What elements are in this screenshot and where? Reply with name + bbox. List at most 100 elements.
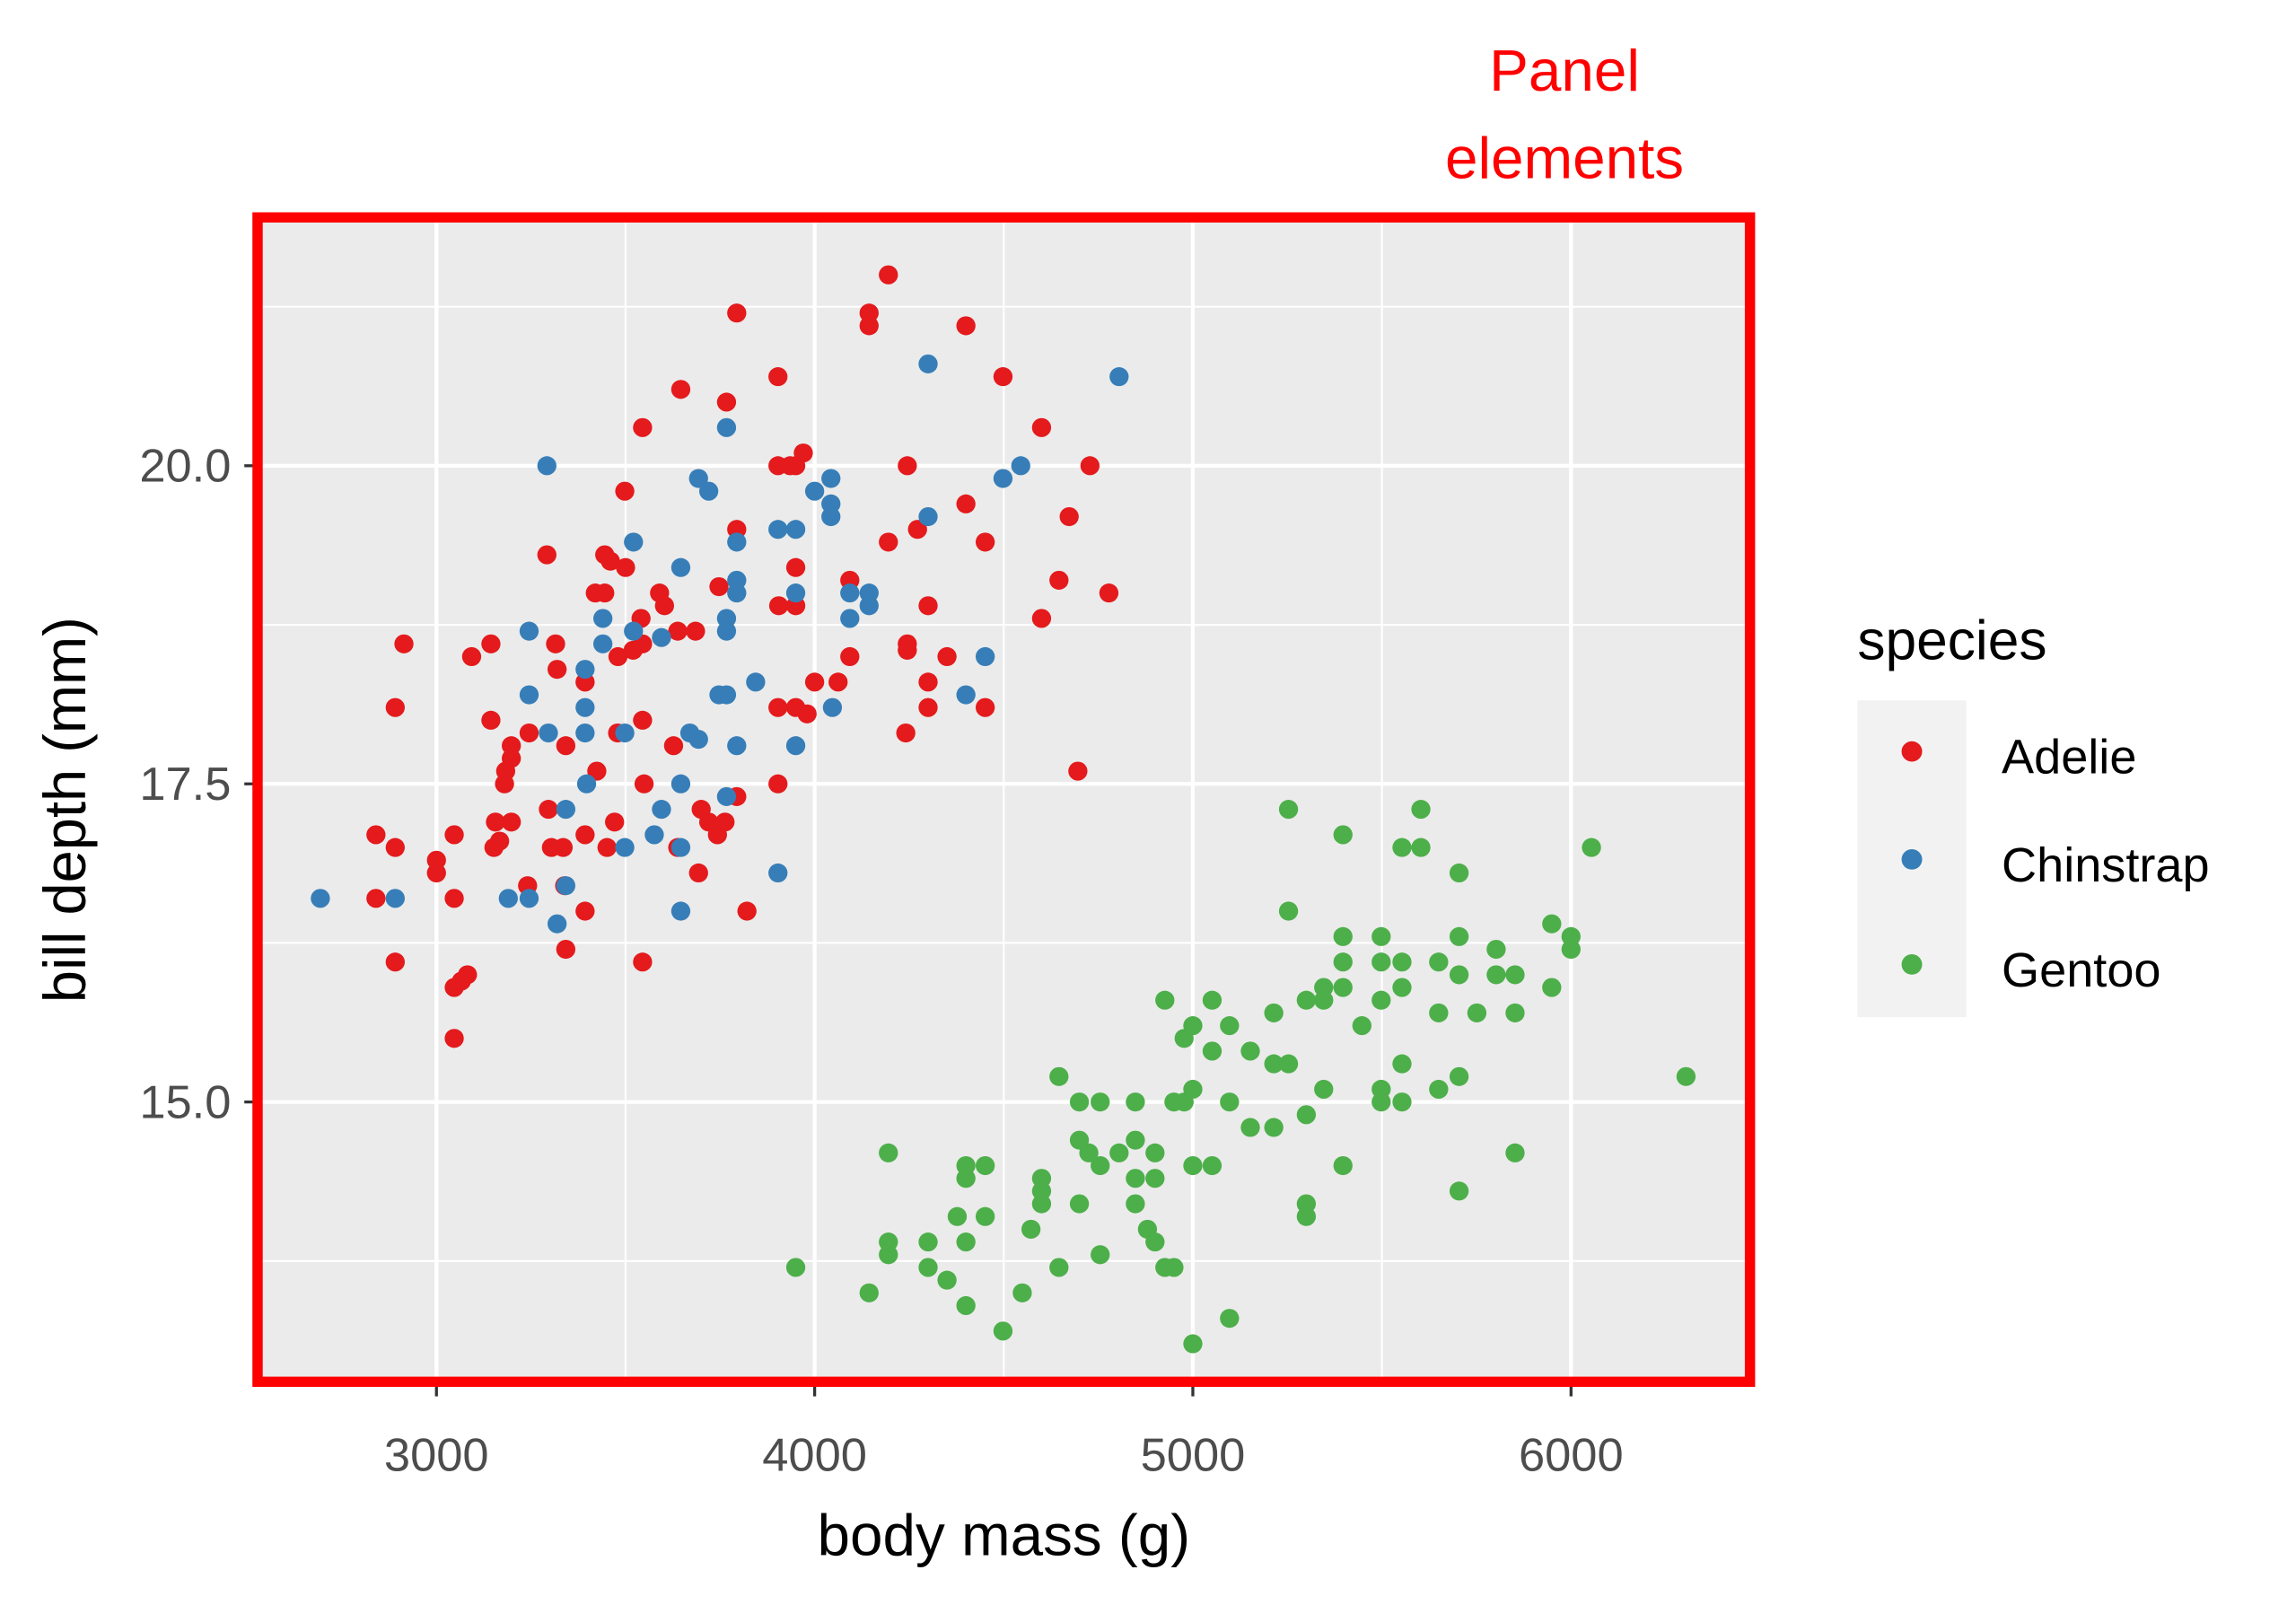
point-adelie xyxy=(553,838,574,857)
point-gentoo xyxy=(1333,1155,1353,1176)
point-gentoo xyxy=(918,1232,938,1252)
point-adelie xyxy=(879,265,898,285)
point-adelie xyxy=(394,634,414,653)
point-chinstrap xyxy=(956,685,976,705)
y-tick-label: 20.0 xyxy=(139,441,231,493)
point-gentoo xyxy=(1582,838,1601,857)
point-adelie xyxy=(575,825,595,845)
point-gentoo xyxy=(1505,1143,1525,1162)
point-gentoo xyxy=(1676,1066,1696,1086)
point-gentoo xyxy=(947,1206,968,1226)
point-gentoo xyxy=(1091,1245,1110,1265)
point-adelie xyxy=(458,965,478,985)
point-gentoo xyxy=(1155,990,1175,1010)
point-adelie xyxy=(556,736,576,756)
point-adelie xyxy=(907,520,927,539)
point-adelie xyxy=(785,557,806,577)
point-adelie xyxy=(385,952,405,972)
point-chinstrap xyxy=(688,469,708,488)
point-adelie xyxy=(634,774,654,794)
point-gentoo xyxy=(1429,1079,1449,1100)
legend-key-adelie xyxy=(1901,741,1923,762)
y-tick-label: 17.5 xyxy=(139,759,231,811)
point-chinstrap xyxy=(768,520,788,539)
point-adelie xyxy=(1068,761,1088,781)
point-gentoo xyxy=(993,1321,1013,1341)
point-gentoo xyxy=(1449,1066,1469,1086)
point-gentoo xyxy=(956,1232,976,1252)
point-adelie xyxy=(768,367,788,387)
point-gentoo xyxy=(1069,1194,1090,1214)
panel-highlight-frame xyxy=(252,212,1756,1387)
x-axis-label: body mass (g) xyxy=(818,1503,1190,1568)
point-gentoo xyxy=(1264,1054,1284,1074)
point-gentoo xyxy=(1314,1079,1334,1100)
point-chinstrap xyxy=(975,646,995,667)
point-gentoo xyxy=(1220,1092,1240,1112)
point-gentoo xyxy=(879,1143,898,1162)
point-gentoo xyxy=(1411,838,1431,857)
point-gentoo xyxy=(1333,978,1353,997)
annotation-line-2: elements xyxy=(1445,126,1684,191)
point-gentoo xyxy=(1505,965,1525,985)
legend-label-chinstrap: Chinstrap xyxy=(2002,838,2210,892)
point-adelie xyxy=(937,646,957,667)
data-points xyxy=(311,265,1696,1354)
point-gentoo xyxy=(1079,1143,1099,1162)
point-gentoo xyxy=(859,1283,879,1302)
point-gentoo xyxy=(1278,800,1299,820)
point-gentoo xyxy=(1021,1219,1041,1239)
point-chinstrap xyxy=(615,838,635,857)
point-adelie xyxy=(918,672,938,692)
point-chinstrap xyxy=(716,685,737,705)
point-chinstrap xyxy=(1011,456,1030,476)
point-adelie xyxy=(600,551,620,571)
point-gentoo xyxy=(1145,1143,1165,1162)
point-gentoo xyxy=(1542,914,1562,934)
point-adelie xyxy=(688,863,708,883)
point-chinstrap xyxy=(670,774,691,794)
point-gentoo xyxy=(918,1258,938,1277)
point-chinstrap xyxy=(519,621,539,641)
point-adelie xyxy=(727,303,747,323)
point-chinstrap xyxy=(821,506,841,527)
point-adelie xyxy=(461,646,482,667)
legend-key-gentoo xyxy=(1901,954,1923,975)
point-gentoo xyxy=(1371,1092,1391,1112)
point-adelie xyxy=(956,316,976,336)
point-adelie xyxy=(615,481,635,501)
point-gentoo xyxy=(1505,1003,1525,1022)
point-adelie xyxy=(1031,417,1052,437)
point-chinstrap xyxy=(670,838,691,857)
point-chinstrap xyxy=(840,583,860,603)
point-gentoo xyxy=(975,1155,995,1176)
point-chinstrap xyxy=(498,889,518,908)
point-adelie xyxy=(898,456,917,476)
point-chinstrap xyxy=(670,557,691,577)
point-gentoo xyxy=(1411,800,1431,820)
point-gentoo xyxy=(1392,978,1412,997)
point-gentoo xyxy=(1449,863,1469,883)
point-adelie xyxy=(597,838,617,857)
point-chinstrap xyxy=(652,627,671,647)
point-chinstrap xyxy=(519,889,539,908)
point-chinstrap xyxy=(556,800,576,820)
y-tick-label: 15.0 xyxy=(139,1077,231,1129)
point-chinstrap xyxy=(785,520,806,539)
point-gentoo xyxy=(1145,1169,1165,1188)
point-adelie xyxy=(785,456,806,476)
point-adelie xyxy=(1049,570,1069,590)
point-adelie xyxy=(444,978,464,997)
y-axis-label: bill depth (mm) xyxy=(32,617,98,1003)
point-chinstrap xyxy=(592,609,613,628)
point-chinstrap xyxy=(785,583,806,603)
point-adelie xyxy=(385,838,405,857)
point-chinstrap xyxy=(840,609,860,628)
x-tick-label: 5000 xyxy=(1141,1430,1246,1482)
point-adelie xyxy=(537,545,556,565)
point-adelie xyxy=(539,800,558,820)
point-gentoo xyxy=(1126,1130,1145,1150)
point-adelie xyxy=(366,825,386,845)
point-gentoo xyxy=(1392,838,1412,857)
point-chinstrap xyxy=(556,876,576,896)
